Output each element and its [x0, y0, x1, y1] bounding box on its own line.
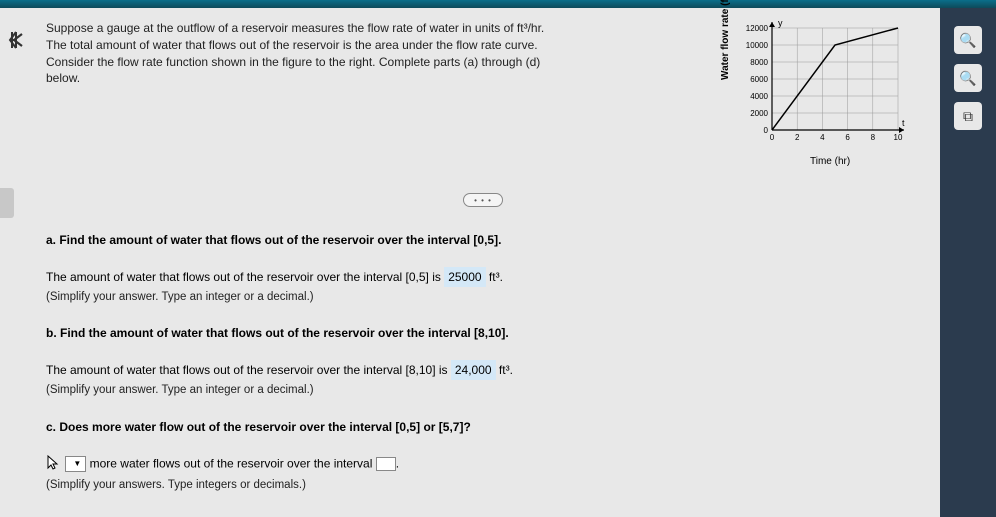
part-c-prompt: c. Does more water flow out of the reser… — [46, 418, 920, 436]
hint-a: (Simplify your answer. Type an integer o… — [46, 291, 314, 303]
part-a-prompt: a. Find the amount of water that flows o… — [46, 231, 920, 249]
main-content-area: Suppose a gauge at the outflow of a rese… — [0, 8, 940, 517]
popup-button[interactable]: ⧉ — [954, 102, 982, 130]
svg-text:2: 2 — [795, 133, 800, 142]
answer-unit: ft³. — [489, 270, 503, 284]
caret-down-icon: ▼ — [73, 458, 81, 470]
svg-text:0: 0 — [764, 126, 769, 135]
answer-unit: ft³. — [499, 363, 513, 377]
answer-prefix: The amount of water that flows out of th… — [46, 363, 448, 377]
svg-text:6: 6 — [845, 133, 850, 142]
answer-mid: more water flows out of the reservoir ov… — [90, 456, 373, 470]
intro-line: Suppose a gauge at the outflow of a rese… — [46, 21, 544, 35]
expand-pill[interactable]: • • • — [463, 193, 503, 207]
zoom-button[interactable]: 🔍 — [954, 64, 982, 92]
right-toolbar: 🔍 🔍 ⧉ — [940, 8, 996, 517]
part-b-answer: The amount of water that flows out of th… — [46, 360, 920, 399]
svg-text:12000: 12000 — [746, 24, 769, 33]
cursor-icon — [46, 454, 60, 475]
svg-text:6000: 6000 — [750, 75, 768, 84]
popup-icon: ⧉ — [963, 108, 973, 125]
flow-rate-chart: Water flow rate (ft³/hr) — [730, 20, 920, 153]
part-b: b. Find the amount of water that flows o… — [46, 324, 920, 342]
chart-svg: 0 2000 4000 6000 8000 10000 12000 0 2 4 … — [730, 20, 910, 150]
svg-text:2000: 2000 — [750, 109, 768, 118]
hint-b: (Simplify your answer. Type an integer o… — [46, 384, 314, 396]
hint-c: (Simplify your answers. Type integers or… — [46, 479, 306, 491]
svg-text:10000: 10000 — [746, 41, 769, 50]
y-axis-label: Water flow rate (ft³/hr) — [720, 0, 731, 80]
svg-text:4: 4 — [820, 133, 825, 142]
interval-choice-dropdown[interactable]: ▼ — [65, 456, 86, 472]
problem-intro: Suppose a gauge at the outflow of a rese… — [46, 20, 710, 153]
answer-value-a[interactable]: 25000 — [444, 267, 485, 287]
part-b-prompt: b. Find the amount of water that flows o… — [46, 324, 920, 342]
svg-text:8: 8 — [871, 133, 876, 142]
interval-answer-input[interactable] — [376, 457, 396, 471]
window-top-bar — [0, 0, 996, 8]
part-a: a. Find the amount of water that flows o… — [46, 231, 920, 249]
back-button[interactable] — [8, 30, 28, 53]
svg-text:y: y — [778, 20, 783, 28]
part-c-answer: ▼ more water flows out of the reservoir … — [46, 454, 920, 494]
svg-text:t: t — [902, 118, 905, 128]
zoom-icon: 🔍 — [959, 70, 976, 87]
svg-text:0: 0 — [770, 133, 775, 142]
part-a-answer: The amount of water that flows out of th… — [46, 267, 920, 306]
left-handle[interactable] — [0, 188, 14, 218]
part-c: c. Does more water flow out of the reser… — [46, 418, 920, 436]
intro-line: The total amount of water that flows out… — [46, 38, 538, 52]
zoom-in-icon: 🔍 — [959, 32, 976, 49]
intro-line: below. — [46, 71, 80, 85]
intro-line: Consider the flow rate function shown in… — [46, 55, 540, 69]
svg-text:10: 10 — [894, 133, 903, 142]
x-axis-label: Time (hr) — [810, 156, 850, 167]
svg-text:4000: 4000 — [750, 92, 768, 101]
answer-prefix: The amount of water that flows out of th… — [46, 270, 441, 284]
zoom-in-button[interactable]: 🔍 — [954, 26, 982, 54]
answer-value-b[interactable]: 24,000 — [451, 360, 496, 380]
svg-text:8000: 8000 — [750, 58, 768, 67]
